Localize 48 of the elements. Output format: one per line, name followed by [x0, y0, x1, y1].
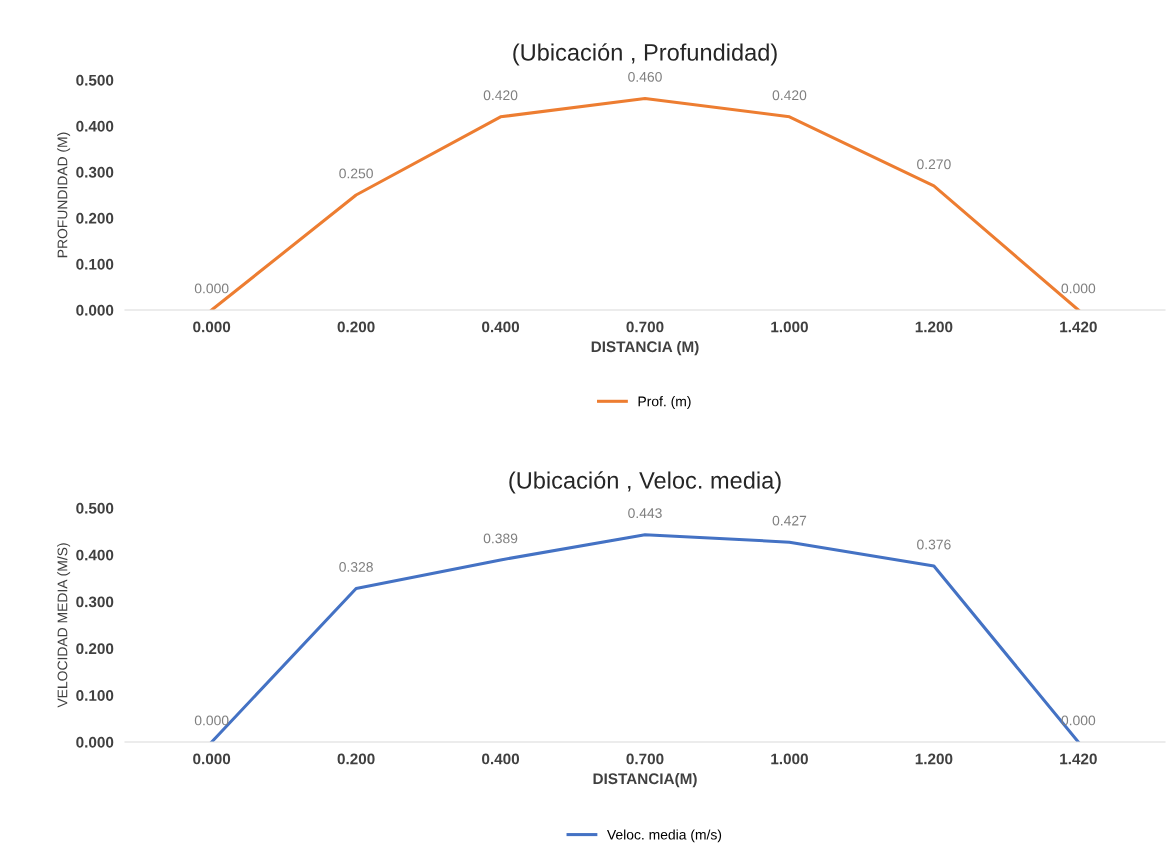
x-tick-label: 0.000 [193, 321, 231, 333]
x-tick-label: 1.420 [1060, 753, 1097, 765]
x-axis-title: DISTANCIA (M) [591, 340, 699, 356]
data-label: 0.420 [772, 90, 807, 101]
x-axis-title: DISTANCIA(M) [593, 772, 697, 788]
legend-label: Veloc. media (m/s) [607, 829, 722, 843]
data-label: 0.000 [194, 715, 229, 726]
data-label: 0.389 [483, 533, 518, 544]
x-tick-label: 1.420 [1060, 321, 1097, 333]
y-axis-title: PROFUNDIDAD (M) [57, 132, 71, 258]
x-tick-label: 0.200 [337, 321, 375, 333]
data-label: 0.328 [339, 562, 373, 572]
legend-label: Prof. (m) [638, 396, 691, 410]
y-tick-label: 0.300 [76, 596, 114, 608]
y-tick-label: 0.500 [76, 502, 114, 514]
y-tick-label: 0.400 [76, 120, 114, 132]
x-tick-label: 0.000 [193, 753, 231, 765]
x-tick-label: 0.700 [626, 753, 664, 765]
y-tick-label: 0.100 [76, 690, 114, 701]
data-label: 0.460 [628, 71, 662, 82]
y-tick-label: 0.200 [76, 643, 114, 655]
data-label: 0.420 [483, 90, 518, 101]
data-label: 0.000 [1061, 283, 1096, 294]
x-tick-label: 0.200 [337, 753, 375, 765]
x-tick-label: 1.200 [915, 321, 953, 333]
y-tick-label: 0.400 [76, 549, 114, 561]
data-label: 0.427 [772, 515, 807, 526]
data-label: 0.443 [628, 508, 662, 519]
y-tick-label: 0.000 [76, 736, 114, 748]
x-tick-label: 1.000 [771, 753, 808, 765]
y-tick-label: 0.200 [76, 212, 114, 224]
data-label: 0.376 [917, 539, 951, 550]
x-tick-label: 0.400 [482, 753, 520, 765]
x-tick-label: 1.200 [915, 753, 953, 765]
y-tick-label: 0.100 [76, 258, 114, 270]
data-label: 0.270 [917, 159, 951, 170]
y-tick-label: 0.500 [76, 74, 114, 86]
y-axis-title: VELOCIDAD MEDIA (M/S) [57, 543, 71, 708]
y-tick-label: 0.000 [76, 304, 114, 316]
x-tick-label: 1.000 [771, 321, 808, 333]
x-tick-label: 0.400 [482, 321, 520, 333]
data-label: 0.000 [194, 283, 229, 294]
y-tick-label: 0.300 [76, 166, 114, 178]
chart-title: (Ubicación , Veloc. media) [509, 471, 781, 494]
data-label: 0.000 [1061, 715, 1096, 726]
data-label: 0.250 [339, 168, 373, 179]
x-tick-label: 0.700 [626, 321, 664, 333]
chart-title: (Ubicación , Profundidad) [513, 43, 777, 66]
